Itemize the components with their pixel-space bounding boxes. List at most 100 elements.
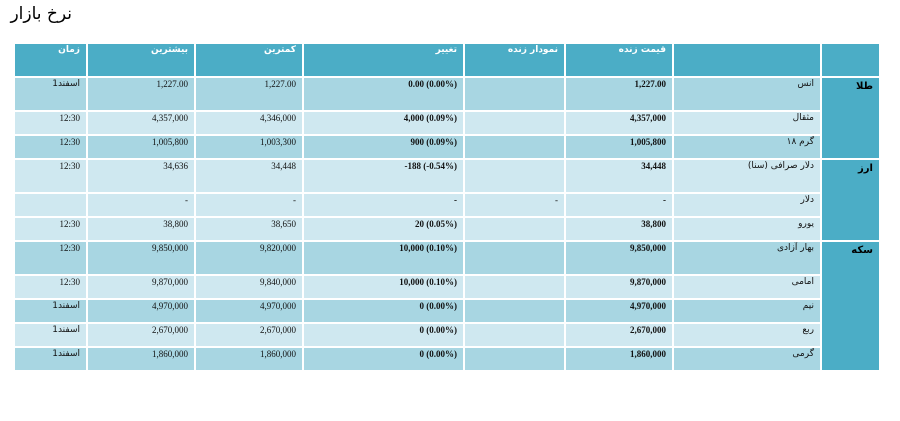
live-price-cell: 34,448 [564,158,674,194]
item-name-cell: یورو [672,216,822,242]
high-cell: 1,005,800 [86,134,196,160]
change-cell: -188 (-0.54%) [302,158,465,194]
time-cell [13,192,88,218]
live-price-cell: 4,357,000 [564,110,674,136]
item-name-cell: انس [672,76,822,112]
live-chart-cell[interactable]: - [463,192,566,218]
live-price-cell: 9,850,000 [564,240,674,276]
high-cell: 9,870,000 [86,274,196,300]
live-chart-cell[interactable] [463,240,566,276]
time-cell: 1اسفند [13,76,88,112]
high-cell: - [86,192,196,218]
live-chart-cell[interactable] [463,274,566,300]
table-row: 1اسفند 4,970,000 4,970,000 0 (0.00%) 4,9… [13,298,880,324]
live-chart-cell[interactable] [463,134,566,160]
time-cell: 1اسفند [13,322,88,348]
item-name-cell: دلار صرافی (سنا) [672,158,822,194]
header-high[interactable]: بیشترین [86,42,196,78]
time-cell: 12:30 [13,158,88,194]
item-name-cell: ربع [672,322,822,348]
change-cell: 0 (0.00%) [302,298,465,324]
table-row: 12:30 34,636 34,448 -188 (-0.54%) 34,448… [13,158,881,242]
low-cell: - [194,192,304,218]
change-cell: 0 (0.00%) [302,322,465,348]
page-title: نرخ بازار [10,4,72,24]
header-time[interactable]: زمان [13,42,88,78]
change-cell: 0.00 (0.00%) [302,76,465,112]
change-cell: 20 (0.05%) [302,216,465,242]
high-cell: 34,636 [86,158,196,194]
live-chart-cell[interactable] [463,346,566,372]
item-name-cell: مثقال [672,110,822,136]
low-cell: 1,227.00 [194,76,304,112]
change-cell: 900 (0.09%) [302,134,465,160]
low-cell: 4,346,000 [194,110,304,136]
low-cell: 4,970,000 [194,298,304,324]
change-cell: 4,000 (0.09%) [302,110,465,136]
live-price-cell: 9,870,000 [564,274,674,300]
header-name [672,42,822,78]
item-name-cell: امامی [672,274,822,300]
change-cell: 10,000 (0.10%) [302,240,465,276]
high-cell: 38,800 [86,216,196,242]
live-price-cell: 38,800 [564,216,674,242]
table-row: 12:30 4,357,000 4,346,000 4,000 (0.09%) … [13,110,880,136]
category-coin: سکه [820,240,881,372]
change-cell: 10,000 (0.10%) [302,274,465,300]
live-chart-cell[interactable] [463,298,566,324]
table-row: 12:30 1,005,800 1,003,300 900 (0.09%) 1,… [13,134,880,160]
high-cell: 4,357,000 [86,110,196,136]
item-name-cell: نیم [672,298,822,324]
category-gold: طلا [820,76,881,160]
high-cell: 2,670,000 [86,322,196,348]
low-cell: 34,448 [194,158,304,194]
item-name-cell: گرم ۱۸ [672,134,822,160]
low-cell: 9,840,000 [194,274,304,300]
live-price-cell: 4,970,000 [564,298,674,324]
table-row: 12:30 9,850,000 9,820,000 10,000 (0.10%)… [13,240,881,372]
high-cell: 9,850,000 [86,240,196,276]
change-cell: - [302,192,465,218]
category-currency: ارز [820,158,881,242]
live-chart-cell[interactable] [463,76,566,112]
time-cell: 1اسفند [13,346,88,372]
low-cell: 38,650 [194,216,304,242]
item-name-cell: دلار [672,192,822,218]
time-cell: 12:30 [13,274,88,300]
table-row: 1اسفند 1,227.00 1,227.00 0.00 (0.00%) 1,… [13,76,881,160]
high-cell: 1,860,000 [86,346,196,372]
table-row: 12:30 38,800 38,650 20 (0.05%) 38,800 یو… [13,216,880,242]
live-chart-cell[interactable] [463,216,566,242]
table-row: - - - - - دلار [13,192,880,218]
header-change[interactable]: تغییر [302,42,465,78]
live-price-cell: 1,227.00 [564,76,674,112]
item-name-cell: گرمی [672,346,822,372]
low-cell: 1,860,000 [194,346,304,372]
table-row: 1اسفند 2,670,000 2,670,000 0 (0.00%) 2,6… [13,322,880,348]
market-rates-table: زمان بیشترین کمترین تغییر نمودار زنده قی… [13,42,881,372]
header-live-price[interactable]: قیمت زنده [564,42,674,78]
live-price-cell: 1,860,000 [564,346,674,372]
table-row: 12:30 9,870,000 9,840,000 10,000 (0.10%)… [13,274,880,300]
time-cell: 12:30 [13,110,88,136]
header-live-chart[interactable]: نمودار زنده [463,42,566,78]
time-cell: 12:30 [13,216,88,242]
live-chart-cell[interactable] [463,322,566,348]
time-cell: 12:30 [13,240,88,276]
low-cell: 2,670,000 [194,322,304,348]
item-name-cell: بهار آزادی [672,240,822,276]
live-price-cell: - [564,192,674,218]
high-cell: 4,970,000 [86,298,196,324]
table-row: 1اسفند 1,860,000 1,860,000 0 (0.00%) 1,8… [13,346,880,372]
header-category [820,42,881,78]
time-cell: 1اسفند [13,298,88,324]
low-cell: 9,820,000 [194,240,304,276]
low-cell: 1,003,300 [194,134,304,160]
high-cell: 1,227.00 [86,76,196,112]
live-chart-cell[interactable] [463,110,566,136]
live-price-cell: 1,005,800 [564,134,674,160]
live-chart-cell[interactable] [463,158,566,194]
header-low[interactable]: کمترین [194,42,304,78]
live-price-cell: 2,670,000 [564,322,674,348]
time-cell: 12:30 [13,134,88,160]
